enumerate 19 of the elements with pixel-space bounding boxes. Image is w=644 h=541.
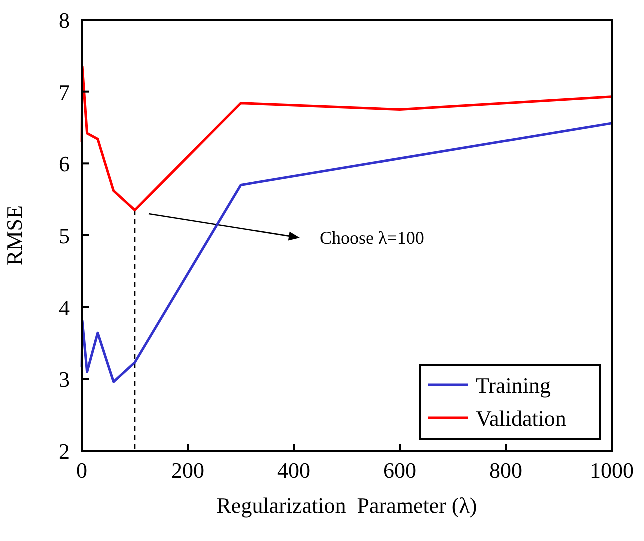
x-tick-label: 0 [76,458,88,483]
legend-label: Training [476,373,551,398]
y-tick-label: 2 [59,439,70,464]
y-tick-label: 4 [59,295,70,320]
y-tick-label: 7 [59,80,70,105]
y-tick-label: 3 [59,367,70,392]
legend-label: Validation [476,406,566,431]
line-series [80,65,614,212]
x-tick-label: 400 [278,458,310,483]
x-axis-title: Regularization Parameter (λ) [216,493,478,518]
x-tick-label: 1000 [590,458,634,483]
y-axis-title: RMSE [2,206,27,266]
y-tick-label: 6 [59,152,70,177]
x-tick-label: 800 [490,458,522,483]
annotation: Choose λ=100 [320,228,424,248]
y-tick-label: 5 [59,224,70,248]
y-tick-label: 8 [59,8,70,33]
x-tick-label: 600 [384,458,416,483]
x-tick-label: 200 [172,458,204,483]
